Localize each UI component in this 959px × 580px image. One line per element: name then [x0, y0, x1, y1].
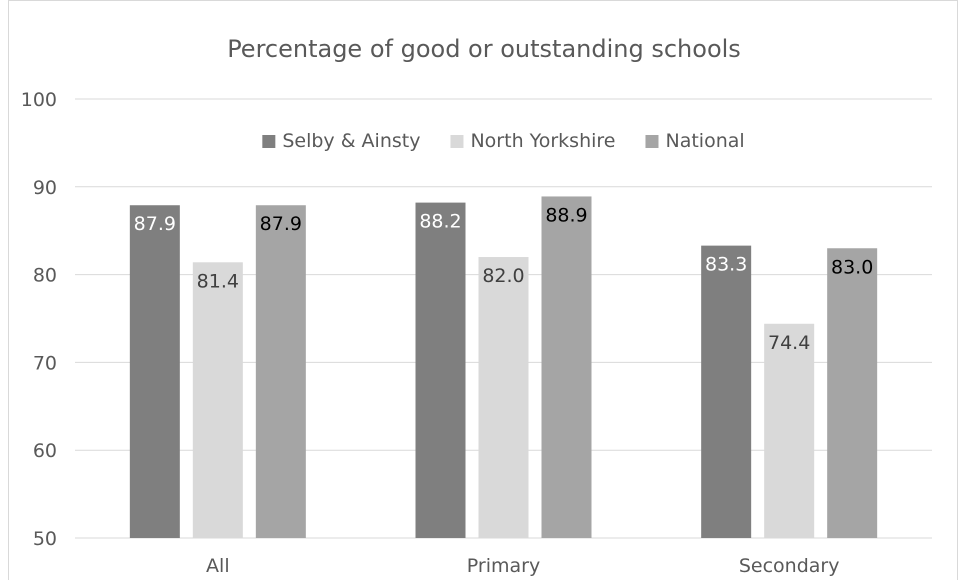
bar [255, 205, 306, 538]
data-label: 87.9 [134, 213, 176, 235]
bar [415, 202, 466, 538]
data-label: 83.3 [705, 254, 747, 276]
x-axis-categories: All Primary Secondary [206, 555, 839, 577]
legend-item: North Yorkshire [450, 130, 615, 152]
legend-swatch [450, 135, 464, 148]
x-category-label: Secondary [739, 555, 840, 577]
legend-item: National [645, 130, 745, 152]
x-category-label: All [206, 555, 230, 577]
legend: Selby & Ainsty North Yorkshire National [262, 130, 745, 152]
data-label: 88.2 [419, 211, 461, 233]
y-tick-label: 70 [33, 352, 57, 374]
legend-label: National [665, 130, 744, 152]
legend-item: Selby & Ainsty [262, 130, 420, 152]
legend-swatch [262, 135, 276, 148]
data-labels: 87.9 81.4 87.9 88.2 82.0 88.9 83.3 74.4 83.0 [134, 204, 874, 353]
bar [129, 205, 180, 538]
y-tick-label: 60 [33, 440, 57, 462]
bar [827, 248, 878, 538]
data-label: 82.0 [482, 265, 524, 287]
y-tick-label: 50 [33, 528, 57, 550]
bar [541, 196, 592, 538]
y-tick-label: 80 [33, 265, 57, 287]
legend-swatch [645, 135, 659, 148]
bar [701, 245, 752, 538]
x-category-label: Primary [467, 555, 540, 577]
chart-title: Percentage of good or outstanding school… [227, 35, 741, 63]
chart-frame [8, 0, 958, 580]
bar [478, 257, 529, 538]
y-tick-label: 90 [33, 177, 57, 199]
y-tick-label: 100 [21, 89, 57, 111]
legend-label: North Yorkshire [470, 130, 615, 152]
data-label: 74.4 [768, 332, 810, 354]
bars [129, 196, 878, 538]
data-label: 88.9 [545, 204, 587, 226]
bar [764, 323, 815, 538]
bar [192, 262, 243, 538]
y-axis-ticks: 50 60 70 80 90 100 [21, 89, 57, 550]
data-label: 81.4 [197, 270, 239, 292]
data-label: 83.0 [831, 256, 873, 278]
legend-label: Selby & Ainsty [282, 130, 420, 152]
data-label: 87.9 [260, 213, 302, 235]
